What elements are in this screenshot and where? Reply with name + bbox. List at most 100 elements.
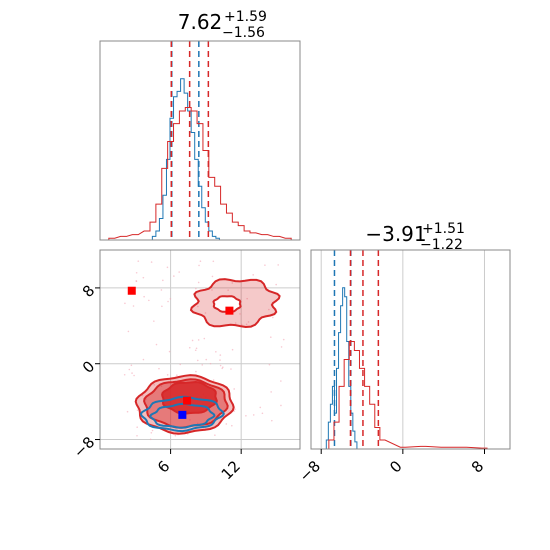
sample-point — [127, 330, 130, 333]
sample-point — [277, 264, 280, 266]
sample-point — [212, 379, 215, 381]
sample-point — [195, 287, 197, 290]
sample-point — [161, 305, 163, 308]
truth-marker-red — [225, 306, 234, 315]
hist-series-red — [328, 341, 488, 449]
sample-point — [197, 339, 200, 341]
sample-point — [189, 419, 191, 421]
sample-point — [153, 320, 155, 322]
sample-point — [245, 414, 247, 417]
sample-point — [221, 367, 224, 370]
sample-point — [219, 354, 222, 356]
sample-point — [196, 359, 199, 362]
contour-blue-outer — [139, 395, 225, 433]
sample-point — [268, 363, 271, 366]
panel-bottom-right-histogram: −8 0 8 — [296, 249, 511, 485]
sample-point — [174, 434, 177, 437]
sample-point — [234, 322, 237, 324]
sample-point — [166, 266, 169, 269]
sample-point — [205, 358, 208, 361]
sample-point — [135, 271, 138, 274]
y-tick-label: 0 — [79, 357, 98, 376]
sample-point — [136, 434, 138, 437]
contour-red-hole-upper — [212, 295, 242, 313]
sample-point — [272, 316, 274, 319]
sample-point — [245, 323, 248, 326]
bottom-right-title-sub: −1.22 — [420, 237, 463, 253]
sample-point — [160, 289, 163, 291]
y-tick-label: 8 — [79, 282, 98, 301]
hist-series-blue — [325, 287, 358, 449]
sample-point — [178, 271, 180, 273]
sample-point — [240, 323, 243, 326]
hist-series-blue — [151, 78, 220, 240]
sample-point — [162, 279, 164, 282]
sample-point — [166, 374, 169, 376]
sample-point — [211, 289, 213, 291]
x-tick-label: −8 — [296, 457, 324, 485]
sample-point — [233, 388, 235, 390]
sample-point — [264, 264, 266, 266]
sample-point — [271, 419, 273, 422]
sample-point — [153, 383, 156, 386]
top-left-title-sub: −1.56 — [222, 25, 265, 41]
sample-point — [282, 338, 285, 341]
sample-point — [124, 302, 126, 305]
sample-point — [150, 431, 153, 434]
sample-point — [259, 406, 262, 409]
sample-point — [135, 280, 138, 282]
x-tick-label: 12 — [218, 457, 244, 483]
hist-series-red — [108, 106, 292, 240]
bottom-right-title: −3.91 — [365, 222, 426, 246]
sample-point — [167, 300, 169, 303]
top-left-title-sup: +1.59 — [224, 9, 267, 25]
sample-point — [215, 350, 217, 353]
sample-point — [126, 410, 129, 413]
sample-point — [247, 321, 250, 323]
sample-point — [179, 363, 182, 366]
sample-point — [280, 404, 282, 407]
x-tick-label: 0 — [386, 457, 405, 476]
truth-marker-blue — [178, 410, 187, 419]
sample-point — [204, 312, 207, 314]
sample-point — [252, 274, 255, 276]
sample-point — [197, 281, 200, 284]
sample-point — [246, 297, 248, 300]
sample-point — [169, 298, 172, 300]
sample-point — [196, 422, 199, 425]
panel-top-left-histogram — [99, 40, 301, 241]
sample-point — [195, 370, 197, 373]
sample-point — [136, 426, 138, 429]
axes-frame — [99, 249, 301, 450]
sample-point — [219, 359, 221, 361]
sample-point — [194, 349, 197, 352]
sample-point — [142, 358, 145, 361]
sample-point — [197, 305, 199, 308]
truth-marker-red — [127, 286, 136, 295]
contour-blue-inner — [149, 402, 216, 429]
sample-point — [201, 364, 204, 366]
panel-bottom-left-contour: 6 12 −8 0 8 — [70, 249, 301, 483]
sample-point — [131, 372, 133, 374]
sample-point — [160, 385, 163, 388]
sample-point — [234, 408, 236, 410]
sample-point — [203, 337, 206, 340]
sample-point — [148, 299, 150, 302]
sample-point — [123, 373, 126, 376]
sample-point — [199, 260, 202, 262]
sample-point — [137, 260, 140, 262]
sample-point — [211, 275, 214, 278]
x-tick-label: 6 — [154, 457, 173, 476]
sample-point — [155, 343, 158, 346]
sample-point — [176, 374, 178, 376]
sample-point — [268, 308, 270, 311]
axes-frame — [99, 40, 301, 241]
sample-point — [231, 282, 234, 284]
top-left-title: 7.62 — [178, 10, 223, 34]
sample-point — [225, 423, 228, 425]
sample-point — [151, 429, 154, 432]
sample-point — [132, 305, 135, 307]
sample-point — [252, 414, 255, 416]
sample-point — [195, 347, 198, 350]
